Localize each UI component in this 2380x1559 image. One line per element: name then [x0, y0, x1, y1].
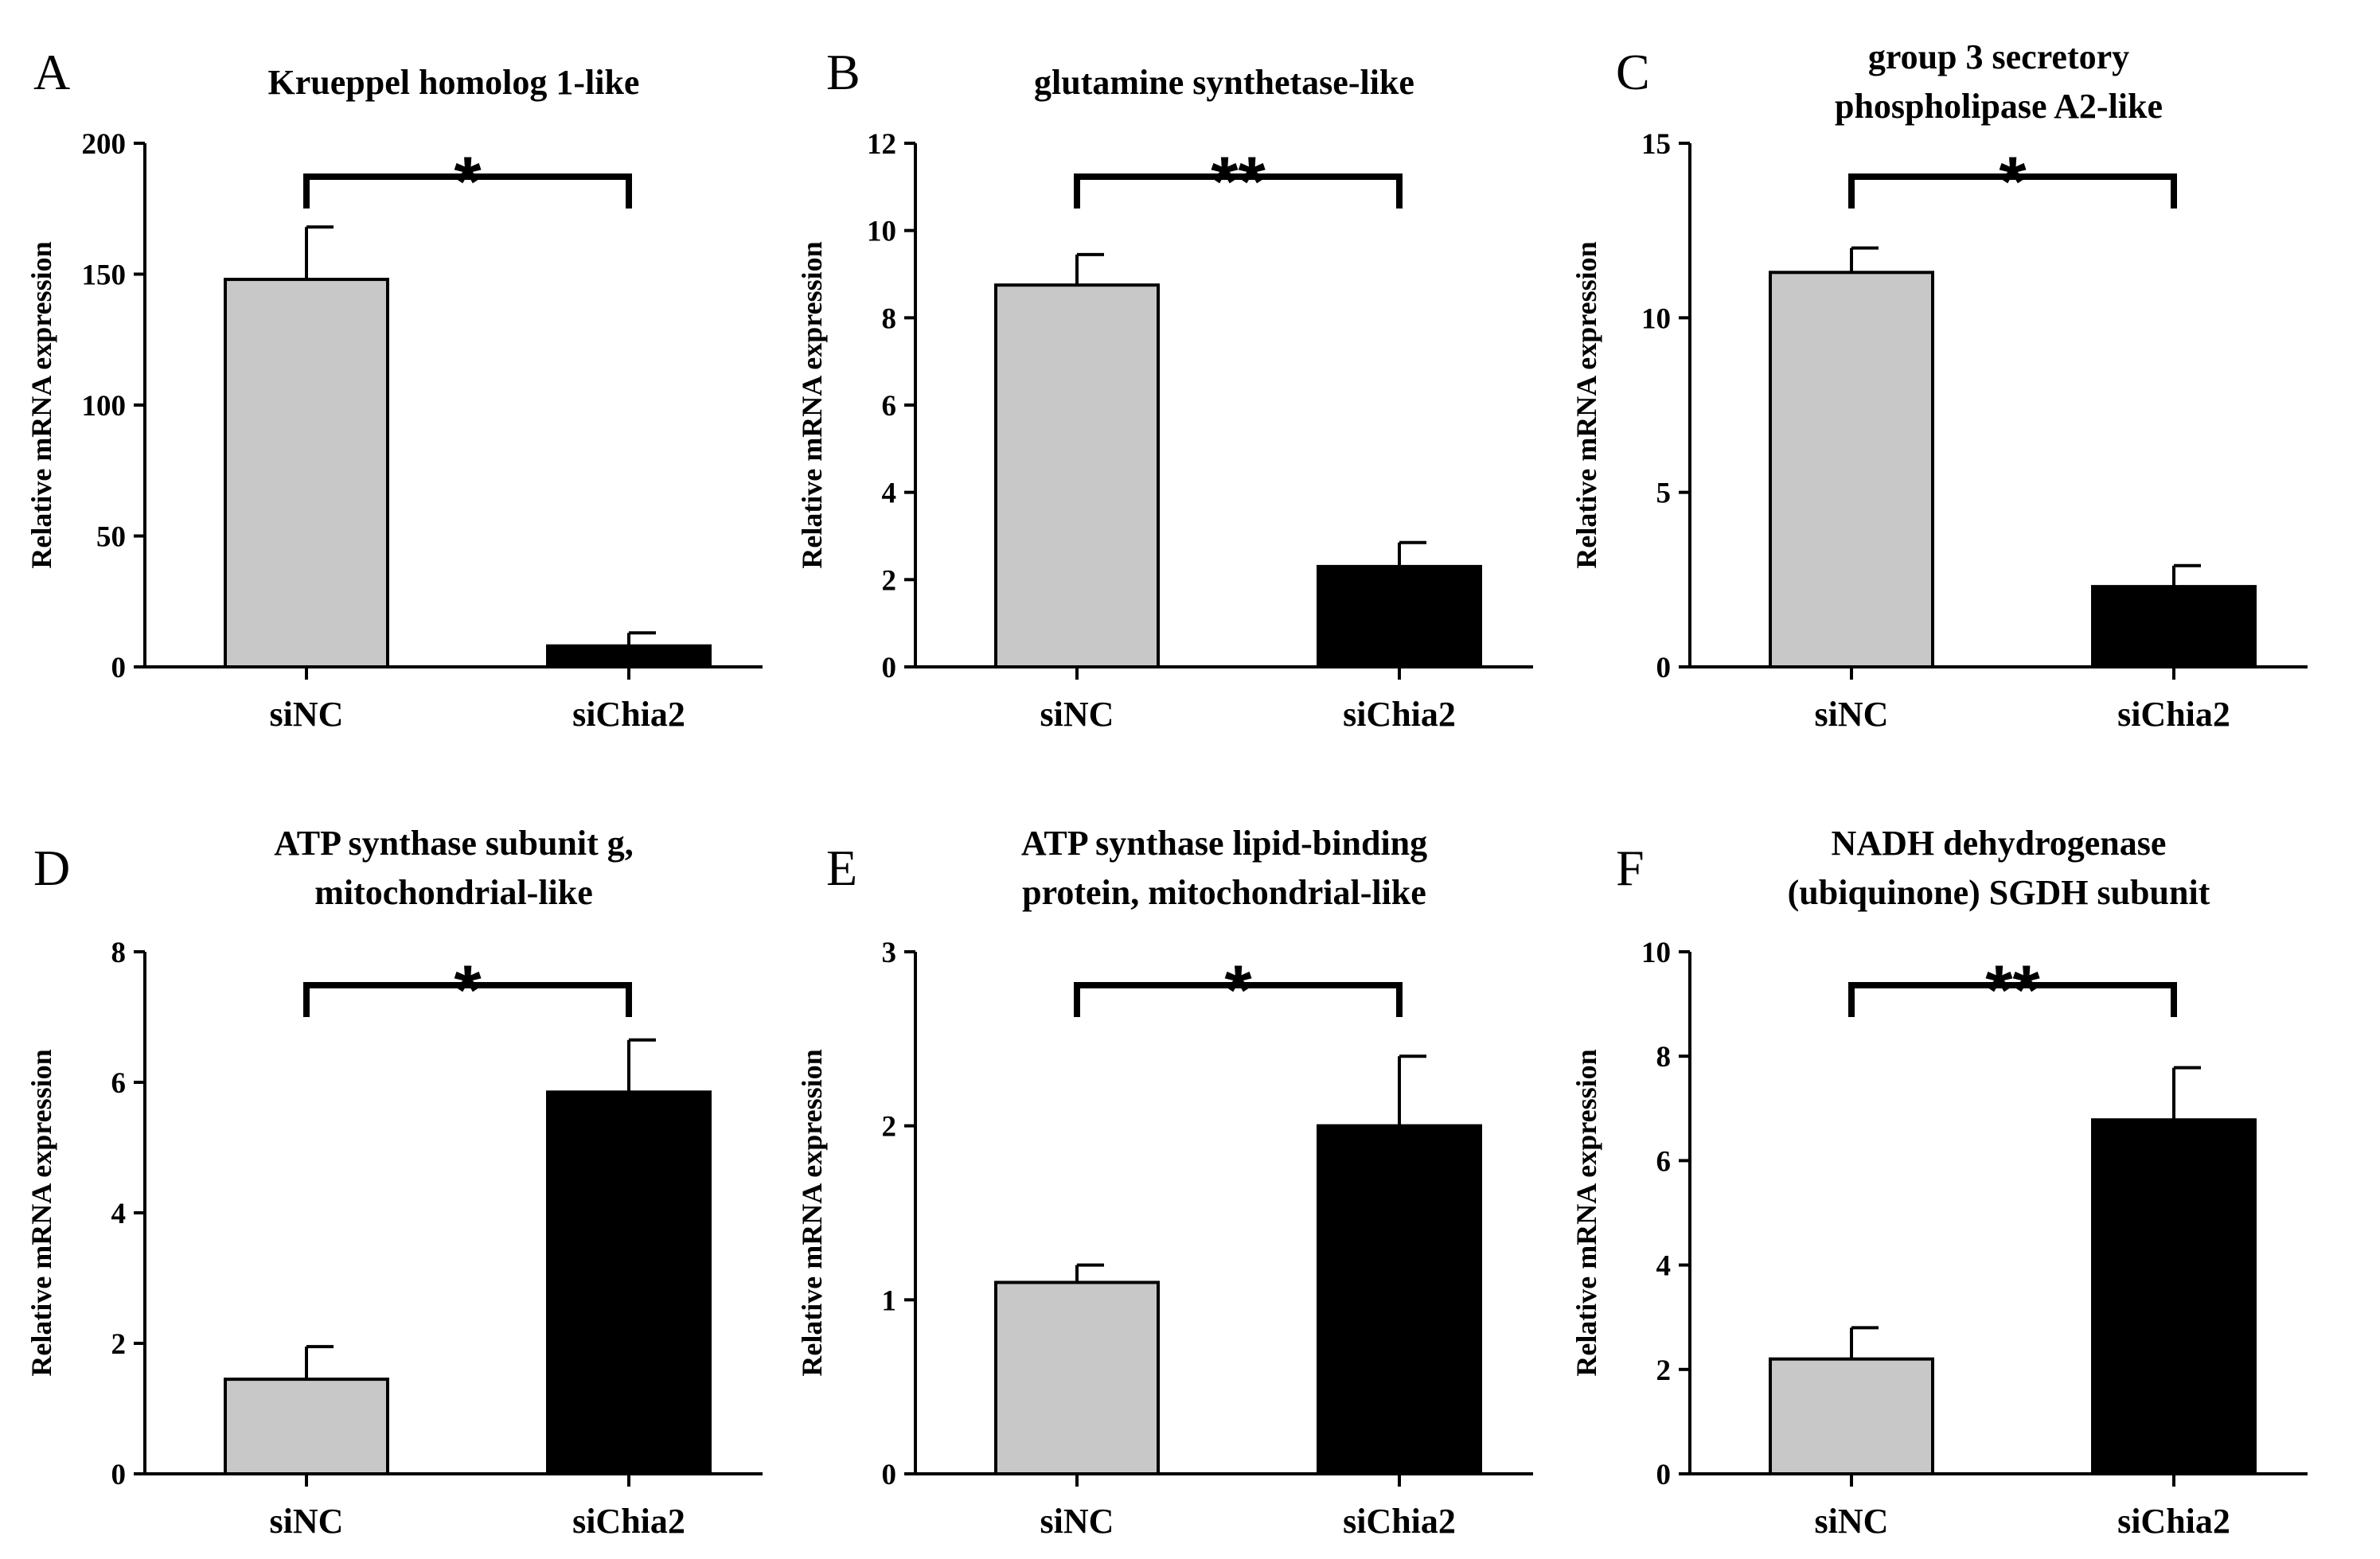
x-tick-label: siNC — [270, 695, 344, 734]
panel-letter: D — [33, 840, 70, 896]
chart-title: (ubiquinone) SGDH subunit — [1788, 873, 2210, 912]
y-tick-label: 6 — [882, 390, 897, 423]
y-tick-label: 2 — [882, 1111, 897, 1144]
significance-bracket — [1848, 173, 2177, 209]
y-tick-label: 4 — [882, 477, 897, 510]
y-tick-label: 1 — [882, 1284, 897, 1317]
panel-letter: A — [33, 44, 70, 100]
bar-sinc — [224, 1378, 389, 1475]
y-tick-label: 200 — [82, 128, 127, 161]
chart-title: phospholipase A2-like — [1835, 87, 2163, 126]
significance-bracket — [303, 173, 632, 209]
y-tick-label: 0 — [882, 652, 897, 684]
bar-sinc — [1769, 271, 1934, 668]
x-tick-label: siChia2 — [1343, 1502, 1456, 1541]
bar-sinc — [224, 278, 389, 668]
significance-marker: * — [454, 142, 482, 220]
bar-sichia2 — [1317, 564, 1482, 669]
x-tick-label: siChia2 — [2117, 1502, 2230, 1541]
chart-title: NADH dehydrogenase — [1832, 824, 2167, 863]
y-tick-label: 8 — [1656, 1041, 1672, 1074]
x-tick-label: siNC — [270, 1502, 344, 1541]
y-tick-label: 4 — [111, 1198, 127, 1230]
bar-sinc — [994, 1280, 1160, 1476]
bar-sichia2 — [546, 1090, 712, 1476]
bar-sichia2 — [2091, 585, 2257, 669]
y-tick-label: 8 — [882, 302, 897, 335]
x-tick-label: siChia2 — [2117, 695, 2230, 734]
y-tick-label: 50 — [96, 521, 126, 554]
y-tick-label: 15 — [1641, 128, 1671, 161]
y-tick-label: 150 — [82, 259, 127, 292]
significance-marker: ** — [1985, 950, 2040, 1029]
chart-title: Krueppel homolog 1-like — [268, 63, 640, 102]
chart-title: mitochondrial-like — [314, 873, 593, 912]
y-tick-label: 2 — [1656, 1354, 1672, 1387]
y-tick-label: 5 — [1656, 477, 1672, 510]
significance-bracket — [1074, 173, 1403, 209]
y-tick-label: 3 — [882, 937, 897, 969]
x-tick-label: siNC — [1815, 1502, 1889, 1541]
y-tick-label: 0 — [1656, 1459, 1672, 1491]
y-tick-label: 100 — [82, 390, 127, 423]
panel-letter: B — [826, 44, 860, 100]
y-tick-label: 0 — [111, 1459, 127, 1491]
y-axis-label: Relative mRNA expression — [25, 241, 57, 568]
panel-letter: F — [1616, 840, 1645, 896]
bar-sinc — [1769, 1357, 1934, 1476]
chart-panel-d: D ATP synthase subunit g, mitochondrial-li… — [25, 824, 763, 1541]
significance-marker: ** — [1211, 142, 1266, 220]
x-tick-label: siNC — [1815, 695, 1889, 734]
bar-sichia2 — [2091, 1118, 2257, 1476]
chart-panel-f: F NADH dehydrogenase (ubiquinone) SGDH sub… — [1570, 824, 2308, 1541]
chart-title: glutamine synthetase-like — [1034, 63, 1414, 102]
y-axis-label: Relative mRNA expression — [1570, 1049, 1602, 1376]
panel-letter: C — [1616, 44, 1650, 100]
bar-sinc — [994, 283, 1160, 668]
y-axis-label: Relative mRNA expression — [25, 1049, 57, 1376]
y-axis-label: Relative mRNA expression — [1570, 241, 1602, 568]
y-tick-label: 10 — [1641, 937, 1671, 969]
panel-letter: E — [826, 840, 857, 896]
x-tick-label: siChia2 — [572, 1502, 685, 1541]
y-tick-label: 0 — [111, 652, 127, 684]
significance-marker: * — [1224, 950, 1252, 1029]
significance-bracket — [303, 982, 632, 1017]
chart-title: ATP synthase lipid-binding — [1021, 824, 1427, 863]
chart-panel-a: A Krueppel homolog 1-like Relative mRNA ex… — [25, 44, 763, 734]
y-axis-label: Relative mRNA expression — [796, 241, 828, 568]
y-tick-label: 0 — [1656, 652, 1672, 684]
y-axis-label: Relative mRNA expression — [796, 1049, 828, 1376]
y-tick-label: 2 — [111, 1328, 127, 1361]
x-tick-label: siChia2 — [572, 695, 685, 734]
y-tick-label: 6 — [1656, 1145, 1672, 1178]
y-tick-label: 2 — [882, 564, 897, 597]
x-tick-label: siNC — [1040, 1502, 1114, 1541]
y-tick-label: 6 — [111, 1067, 127, 1100]
y-tick-label: 4 — [1656, 1250, 1672, 1283]
chart-title: group 3 secretory — [1868, 37, 2129, 76]
x-tick-label: siNC — [1040, 695, 1114, 734]
significance-marker: * — [454, 950, 482, 1029]
bar-sichia2 — [1317, 1124, 1482, 1475]
y-tick-label: 10 — [1641, 302, 1671, 335]
y-tick-label: 10 — [867, 216, 896, 248]
bar-sichia2 — [546, 644, 712, 668]
x-tick-label: siChia2 — [1343, 695, 1456, 734]
chart-title: protein, mitochondrial-like — [1022, 873, 1426, 912]
significance-marker: * — [1999, 142, 2027, 220]
y-tick-label: 8 — [111, 937, 127, 969]
y-tick-label: 12 — [867, 128, 896, 161]
chart-panel-e: E ATP synthase lipid-binding protein, mito… — [796, 824, 1533, 1541]
significance-bracket — [1848, 982, 2177, 1017]
chart-title: ATP synthase subunit g, — [274, 824, 634, 863]
significance-bracket — [1074, 982, 1403, 1017]
y-tick-label: 0 — [882, 1459, 897, 1491]
